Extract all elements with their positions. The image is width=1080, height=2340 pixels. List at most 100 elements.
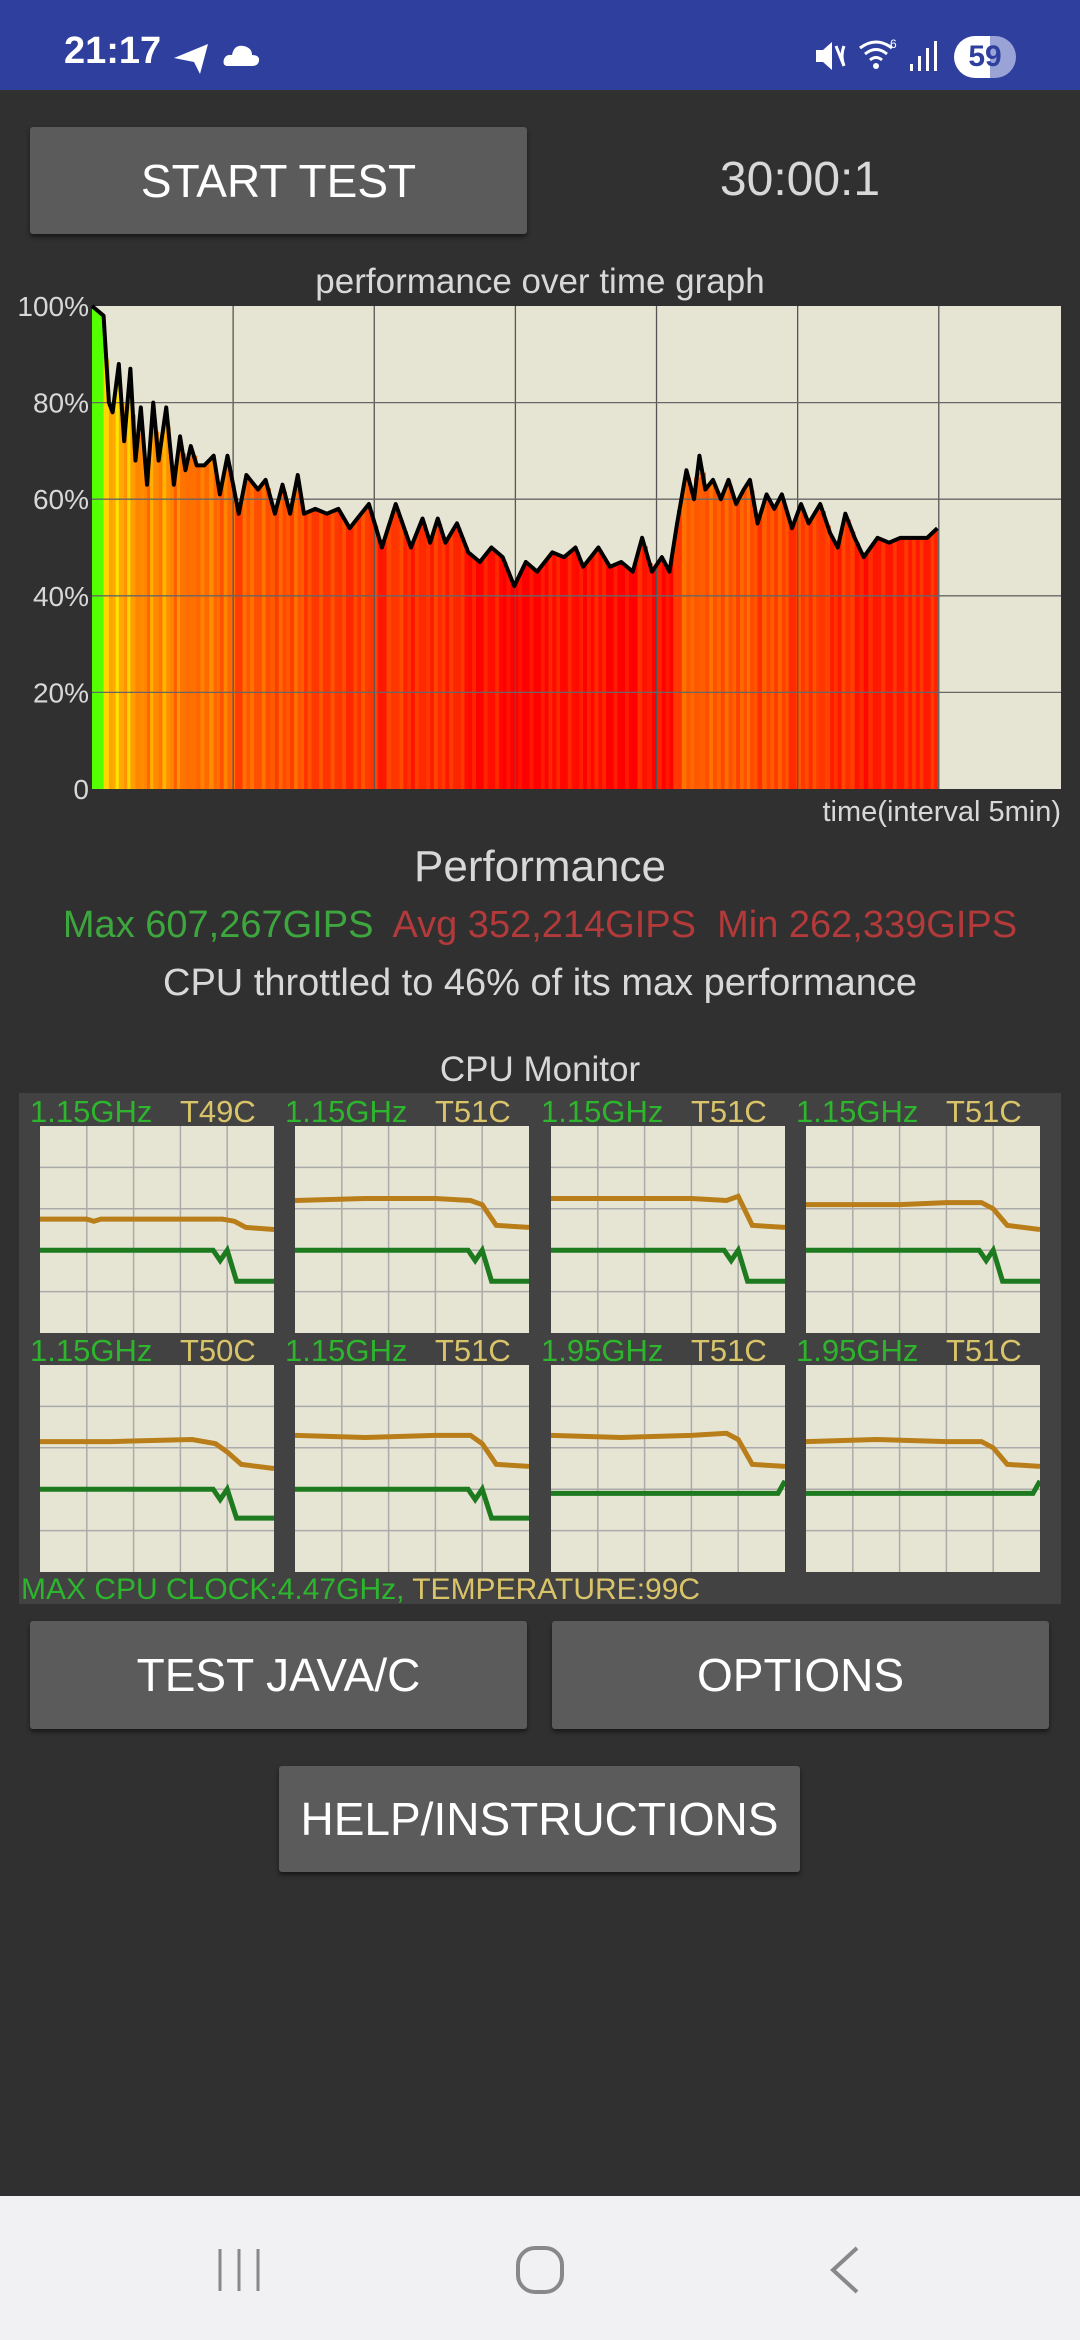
performance-bar (330, 511, 336, 789)
performance-bar (762, 501, 768, 789)
test-java-c-button[interactable]: TEST JAVA/C (30, 1621, 527, 1729)
core-temperature: T50C (180, 1333, 256, 1368)
performance-bar (282, 491, 287, 789)
performance-bar (92, 307, 97, 789)
performance-bar (590, 554, 596, 789)
performance-bar (525, 563, 531, 789)
performance-bar (502, 561, 508, 789)
performance-bar (180, 453, 187, 789)
performance-bar (606, 563, 611, 789)
performance-bar (235, 504, 240, 789)
performance-bar (170, 465, 175, 789)
performance-bar (930, 533, 935, 789)
performance-bar (297, 484, 302, 789)
graph-title: performance over time graph (315, 262, 765, 301)
core-graph (40, 1126, 274, 1333)
performance-bar (176, 448, 181, 789)
cpu-monitor-title: CPU Monitor (439, 1050, 641, 1089)
performance-bar (196, 465, 202, 789)
performance-bar (130, 414, 137, 789)
cpu-max-info: MAX CPU CLOCK:4.47GHz, TEMPERATURE:99C (21, 1573, 700, 1607)
performance-bar (407, 542, 412, 789)
battery-level: 59 (968, 40, 1002, 73)
performance-bar (286, 506, 291, 789)
performance-bar (927, 536, 932, 789)
performance-bar (147, 464, 151, 789)
performance-bar (357, 516, 362, 789)
performance-bar (216, 484, 221, 789)
performance-bar (399, 520, 404, 789)
performance-bar (571, 549, 577, 789)
performance-bar (190, 455, 198, 789)
performance-bar (830, 536, 835, 789)
min-gips: Min 262,339GIPS (717, 904, 1018, 946)
y-tick-label: 80% (33, 388, 89, 419)
performance-bar (537, 569, 542, 789)
performance-bar (690, 491, 695, 789)
performance-bar (418, 523, 424, 789)
performance-line (90, 304, 939, 589)
performance-bar (716, 494, 722, 789)
performance-bar (274, 506, 280, 789)
performance-bar (661, 560, 667, 789)
svg-text:6: 6 (890, 37, 897, 51)
performance-bar (103, 359, 110, 789)
core-frequency: 1.15GHz (30, 1333, 153, 1368)
performance-bar (529, 566, 534, 789)
performance-bar (812, 513, 817, 789)
performance-bar (135, 433, 142, 789)
performance-bar (816, 507, 821, 789)
performance-bar (426, 536, 431, 789)
performance-bar (441, 536, 446, 789)
home-icon[interactable] (515, 2246, 565, 2296)
performance-bar (349, 525, 355, 789)
core-frequency-line (295, 1244, 529, 1284)
core-graph-background (295, 1365, 529, 1572)
cpu-monitor-panel: MAX CPU CLOCK:4.47GHz, TEMPERATURE:99C 1… (19, 1093, 1061, 1607)
performance-bar (677, 510, 683, 789)
performance-bar (227, 465, 232, 789)
performance-bar (510, 581, 515, 789)
performance-bar (204, 462, 210, 789)
performance-bar (475, 560, 481, 789)
y-tick-label: 40% (33, 581, 89, 612)
performance-bar (617, 562, 622, 789)
performance-bar (796, 510, 802, 789)
performance-bar (833, 543, 839, 789)
performance-bar (483, 554, 489, 789)
core-frequency: 1.95GHz (541, 1333, 664, 1368)
performance-bar (743, 487, 748, 789)
performance-bar (575, 552, 580, 789)
performance-bar (749, 490, 755, 789)
performance-bar (552, 553, 557, 789)
performance-bar (774, 505, 779, 789)
core-temperature: T51C (946, 1333, 1022, 1368)
core-frequency: 1.15GHz (285, 1333, 408, 1368)
performance-bar (804, 518, 810, 789)
performance-bar (445, 539, 450, 789)
options-button[interactable]: OPTIONS (552, 1621, 1049, 1729)
help-instructions-button[interactable]: HELP/INSTRUCTIONS (279, 1766, 800, 1872)
performance-bar (319, 511, 324, 789)
core-temperature: T51C (435, 1094, 511, 1129)
start-test-button[interactable]: START TEST (30, 127, 527, 234)
performance-bar (665, 568, 671, 789)
recent-apps-icon[interactable] (214, 2246, 264, 2296)
performance-bar (377, 540, 383, 789)
performance-bar (437, 524, 443, 789)
performance-bar (808, 520, 814, 789)
back-icon[interactable] (825, 2246, 865, 2296)
performance-bar (265, 488, 271, 789)
performance-bar (781, 500, 786, 789)
performance-bar (468, 553, 473, 789)
core-load-line (551, 1430, 785, 1469)
performance-bar (311, 509, 316, 789)
performance-bar (514, 582, 519, 789)
core-frequency-line (551, 1244, 785, 1284)
core-graph (295, 1126, 529, 1333)
performance-bar (521, 566, 527, 789)
performance-bar (820, 511, 826, 789)
performance-bar (518, 574, 523, 789)
performance-bar (449, 533, 454, 789)
performance-bar (625, 566, 630, 789)
